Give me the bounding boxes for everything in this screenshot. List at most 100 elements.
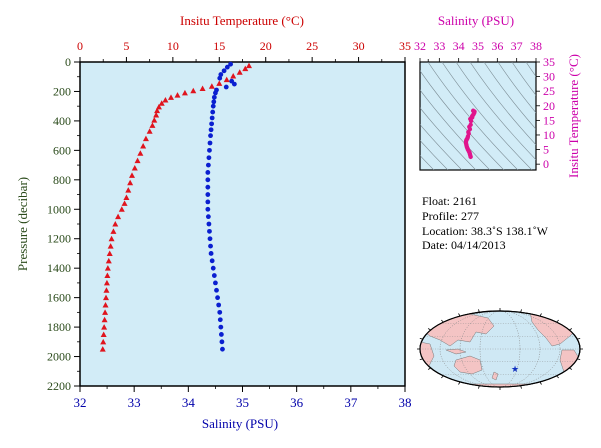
salinity-tick-label: 37 — [344, 395, 358, 410]
temperature-point — [131, 165, 138, 171]
temperature-tick-label: 35 — [399, 39, 411, 53]
density-contour — [469, 62, 536, 146]
temperature-series — [99, 62, 252, 352]
ts-salinity-tick-label: 35 — [472, 39, 484, 53]
salinity-point — [205, 162, 211, 168]
pressure-axis-label: Pressure (decibar) — [15, 177, 30, 271]
map-edge-tick — [441, 319, 444, 323]
temperature-point — [137, 150, 144, 156]
temperature-point — [110, 228, 117, 234]
profile-number: Profile: 277 — [422, 209, 479, 223]
temperature-point — [104, 272, 111, 279]
temperature-axis-ticks: 0 5 10 15 20 25 30 35 — [77, 39, 429, 62]
float-id: Float: 2161 — [422, 194, 478, 208]
main-plot-background — [79, 61, 406, 387]
salinity-point — [210, 265, 216, 271]
salinity-point — [205, 192, 211, 197]
salinity-point — [210, 103, 216, 109]
ts-salinity-tick-label: 36 — [491, 39, 503, 53]
map-edge-tick — [577, 358, 581, 360]
salinity-point — [213, 90, 218, 96]
density-contour — [427, 62, 519, 170]
salinity-point — [205, 199, 211, 205]
temperature-point — [246, 62, 252, 69]
temperature-point — [112, 221, 119, 227]
salinity-axis-label: Salinity (PSU) — [202, 416, 278, 431]
map-edge-tick — [577, 338, 581, 340]
pressure-tick-label: 1200 — [47, 232, 71, 246]
pressure-tick-label: 2000 — [47, 350, 71, 364]
ts-salinity-ticks: 32 33 34 35 36 37 38 — [414, 39, 542, 62]
ts-temperature-tick-label: 30 — [543, 70, 555, 84]
temperature-point — [155, 103, 162, 110]
temperature-point — [146, 128, 153, 134]
pressure-tick-label: 0 — [65, 55, 71, 69]
ts-temperature-axis-label: Insitu Temperature (°C) — [566, 54, 581, 178]
temperature-tick-label: 10 — [167, 39, 179, 53]
salinity-point — [231, 81, 237, 87]
pressure-tick-label: 1800 — [47, 320, 71, 334]
map-edge-tick — [478, 385, 480, 389]
map-land-new-zealand — [491, 371, 499, 381]
temperature-point — [134, 157, 141, 164]
salinity-point — [228, 61, 233, 67]
salinity-point — [206, 221, 212, 227]
salinity-point — [208, 251, 214, 256]
float-location: Location: 38.3˚S 138.1˚W — [422, 224, 548, 238]
temperature-point — [99, 346, 106, 352]
salinity-point — [223, 84, 229, 90]
ts-temperature-tick-label: 15 — [543, 113, 555, 127]
temperature-point — [107, 243, 114, 249]
temperature-point — [101, 324, 108, 330]
salinity-point — [217, 309, 223, 315]
temperature-point — [100, 338, 107, 345]
temperature-point — [162, 96, 169, 103]
temperature-point — [223, 76, 230, 83]
salinity-point — [205, 184, 211, 190]
salinity-point — [218, 324, 224, 330]
map-land-south-america — [559, 349, 580, 383]
temperature-point — [190, 87, 197, 94]
salinity-point — [205, 170, 211, 175]
density-contour — [455, 62, 536, 161]
temperature-point — [103, 294, 109, 301]
salinity-point — [207, 140, 213, 146]
salinity-point — [221, 68, 227, 74]
ts-point — [465, 135, 470, 141]
density-contour — [511, 62, 536, 96]
salinity-point — [205, 214, 211, 220]
pressure-tick-label: 800 — [53, 173, 71, 187]
salinity-point — [220, 346, 225, 352]
world-map-icon: ★ — [417, 308, 583, 390]
map-edge-tick — [419, 338, 423, 340]
density-contour — [441, 62, 533, 170]
salinity-point — [205, 206, 211, 212]
temperature-tick-label: 5 — [123, 39, 129, 53]
ts-salinity-tick-label: 38 — [530, 39, 542, 53]
salinity-series — [205, 61, 237, 352]
map-edge-tick — [427, 328, 431, 331]
map-edge-tick — [441, 375, 444, 379]
temperature-point — [174, 92, 181, 98]
temperature-point — [127, 179, 134, 186]
temperature-point — [181, 89, 188, 96]
salinity-point — [208, 127, 214, 133]
pressure-tick-label: 200 — [53, 84, 71, 98]
salinity-axis-ticks: 32 33 34 35 36 37 38 — [74, 386, 412, 410]
temperature-point — [168, 94, 174, 100]
map-land-australia — [453, 355, 483, 375]
ts-salinity-tick-label: 37 — [511, 39, 523, 53]
salinity-point — [210, 109, 216, 115]
salinity-point — [218, 72, 224, 77]
salinity-point — [209, 258, 215, 264]
ts-salinity-tick-label: 33 — [433, 39, 445, 53]
ts-temperature-tick-label: 25 — [543, 84, 555, 98]
pressure-axis-ticks: 0 200 400 600 800 1000 1200 1400 1600 1800 2000 220… — [47, 55, 80, 393]
salinity-tick-label: 36 — [290, 395, 304, 410]
temperature-point — [108, 235, 115, 242]
temperature-tick-label: 20 — [260, 39, 272, 53]
temperature-point — [140, 142, 147, 149]
salinity-point — [207, 236, 213, 242]
temperature-point — [103, 279, 110, 286]
density-contour — [497, 62, 536, 114]
